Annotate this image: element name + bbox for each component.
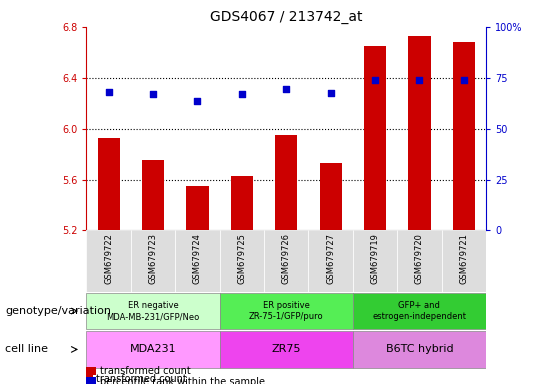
- Point: [282, 86, 291, 92]
- Title: GDS4067 / 213742_at: GDS4067 / 213742_at: [210, 10, 362, 25]
- Bar: [142, 161, 164, 230]
- Text: genotype/variation: genotype/variation: [5, 306, 111, 316]
- Text: GSM679725: GSM679725: [237, 233, 246, 284]
- Bar: [353, 230, 397, 292]
- Point: [238, 91, 246, 98]
- Point: [415, 77, 424, 83]
- Text: cell line: cell line: [5, 344, 49, 354]
- Text: GSM679722: GSM679722: [104, 233, 113, 284]
- Text: ER positive
ZR-75-1/GFP/puro: ER positive ZR-75-1/GFP/puro: [249, 301, 323, 321]
- Bar: [186, 186, 208, 230]
- Text: GSM679727: GSM679727: [326, 233, 335, 285]
- Bar: [231, 176, 253, 230]
- Bar: [320, 163, 342, 230]
- Point: [148, 91, 157, 98]
- Bar: [86, 367, 97, 375]
- Bar: [308, 230, 353, 292]
- Bar: [442, 230, 486, 292]
- Bar: [408, 36, 430, 230]
- Bar: [131, 230, 175, 292]
- Bar: [86, 377, 97, 384]
- Text: GSM679721: GSM679721: [460, 233, 468, 284]
- Bar: [98, 137, 120, 230]
- Bar: [353, 331, 486, 368]
- Bar: [264, 230, 308, 292]
- Point: [193, 98, 202, 104]
- Point: [326, 90, 335, 96]
- Bar: [86, 293, 220, 329]
- Bar: [220, 331, 353, 368]
- Bar: [353, 293, 486, 329]
- Text: ZR75: ZR75: [272, 344, 301, 354]
- Bar: [86, 331, 220, 368]
- Text: ER negative
MDA-MB-231/GFP/Neo: ER negative MDA-MB-231/GFP/Neo: [106, 301, 200, 321]
- Bar: [220, 230, 264, 292]
- Text: GSM679723: GSM679723: [148, 233, 158, 285]
- Text: MDA231: MDA231: [130, 344, 177, 354]
- Bar: [86, 375, 93, 382]
- Text: GSM679724: GSM679724: [193, 233, 202, 284]
- Bar: [364, 46, 386, 230]
- Bar: [275, 135, 298, 230]
- Bar: [220, 293, 353, 329]
- Bar: [175, 230, 220, 292]
- Text: B6TC hybrid: B6TC hybrid: [386, 344, 453, 354]
- Point: [104, 89, 113, 95]
- Bar: [453, 42, 475, 230]
- Point: [370, 77, 379, 83]
- Point: [460, 77, 468, 83]
- Text: GSM679720: GSM679720: [415, 233, 424, 284]
- Text: GSM679719: GSM679719: [370, 233, 380, 284]
- Text: percentile rank within the sample: percentile rank within the sample: [99, 376, 265, 384]
- Text: GFP+ and
estrogen-independent: GFP+ and estrogen-independent: [373, 301, 467, 321]
- Bar: [397, 230, 442, 292]
- Bar: [86, 230, 131, 292]
- Text: GSM679726: GSM679726: [282, 233, 291, 285]
- Text: transformed count: transformed count: [99, 366, 190, 376]
- Text: transformed count: transformed count: [96, 374, 187, 384]
